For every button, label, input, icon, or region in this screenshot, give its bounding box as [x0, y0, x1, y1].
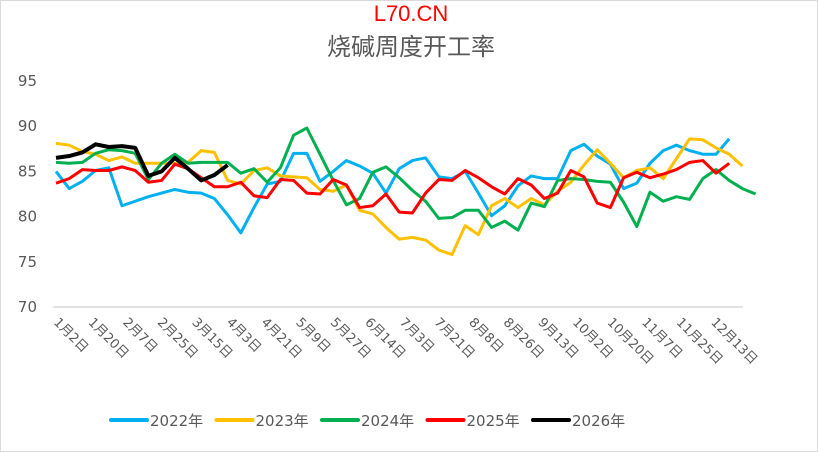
legend-label: 2025年: [467, 412, 520, 430]
legend-item: 2024年: [320, 412, 414, 430]
series-line-2024年: [55, 126, 757, 232]
legend-item: 2023年: [214, 412, 309, 430]
series-line-2023年: [55, 137, 744, 257]
legend-label: 2026年: [572, 412, 625, 430]
legend-item: 2022年: [109, 412, 203, 430]
chart-title: 烧碱周度开工率: [327, 33, 495, 61]
series-line-2026年: [55, 142, 229, 183]
series-line-2022年: [54, 137, 731, 235]
y-tick-label: 80: [18, 208, 37, 226]
y-tick-label: 90: [18, 117, 37, 135]
legend-item: 2025年: [425, 412, 520, 430]
legend-label: 2022年: [150, 412, 203, 430]
y-tick-label: 95: [18, 72, 37, 90]
series-line-2025年: [55, 159, 731, 215]
y-tick-label: 75: [18, 253, 37, 271]
watermark: L70.CN: [374, 1, 449, 26]
legend-label: 2023年: [256, 412, 309, 430]
y-tick-label: 85: [18, 162, 37, 180]
legend-item: 2026年: [531, 412, 625, 430]
legend-label: 2024年: [361, 412, 414, 430]
x-tick-label: 1月2日: [50, 315, 91, 356]
y-tick-label: 70: [18, 298, 37, 316]
